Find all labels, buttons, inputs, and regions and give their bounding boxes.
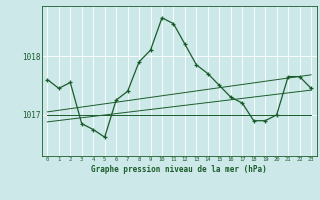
X-axis label: Graphe pression niveau de la mer (hPa): Graphe pression niveau de la mer (hPa) [91, 165, 267, 174]
